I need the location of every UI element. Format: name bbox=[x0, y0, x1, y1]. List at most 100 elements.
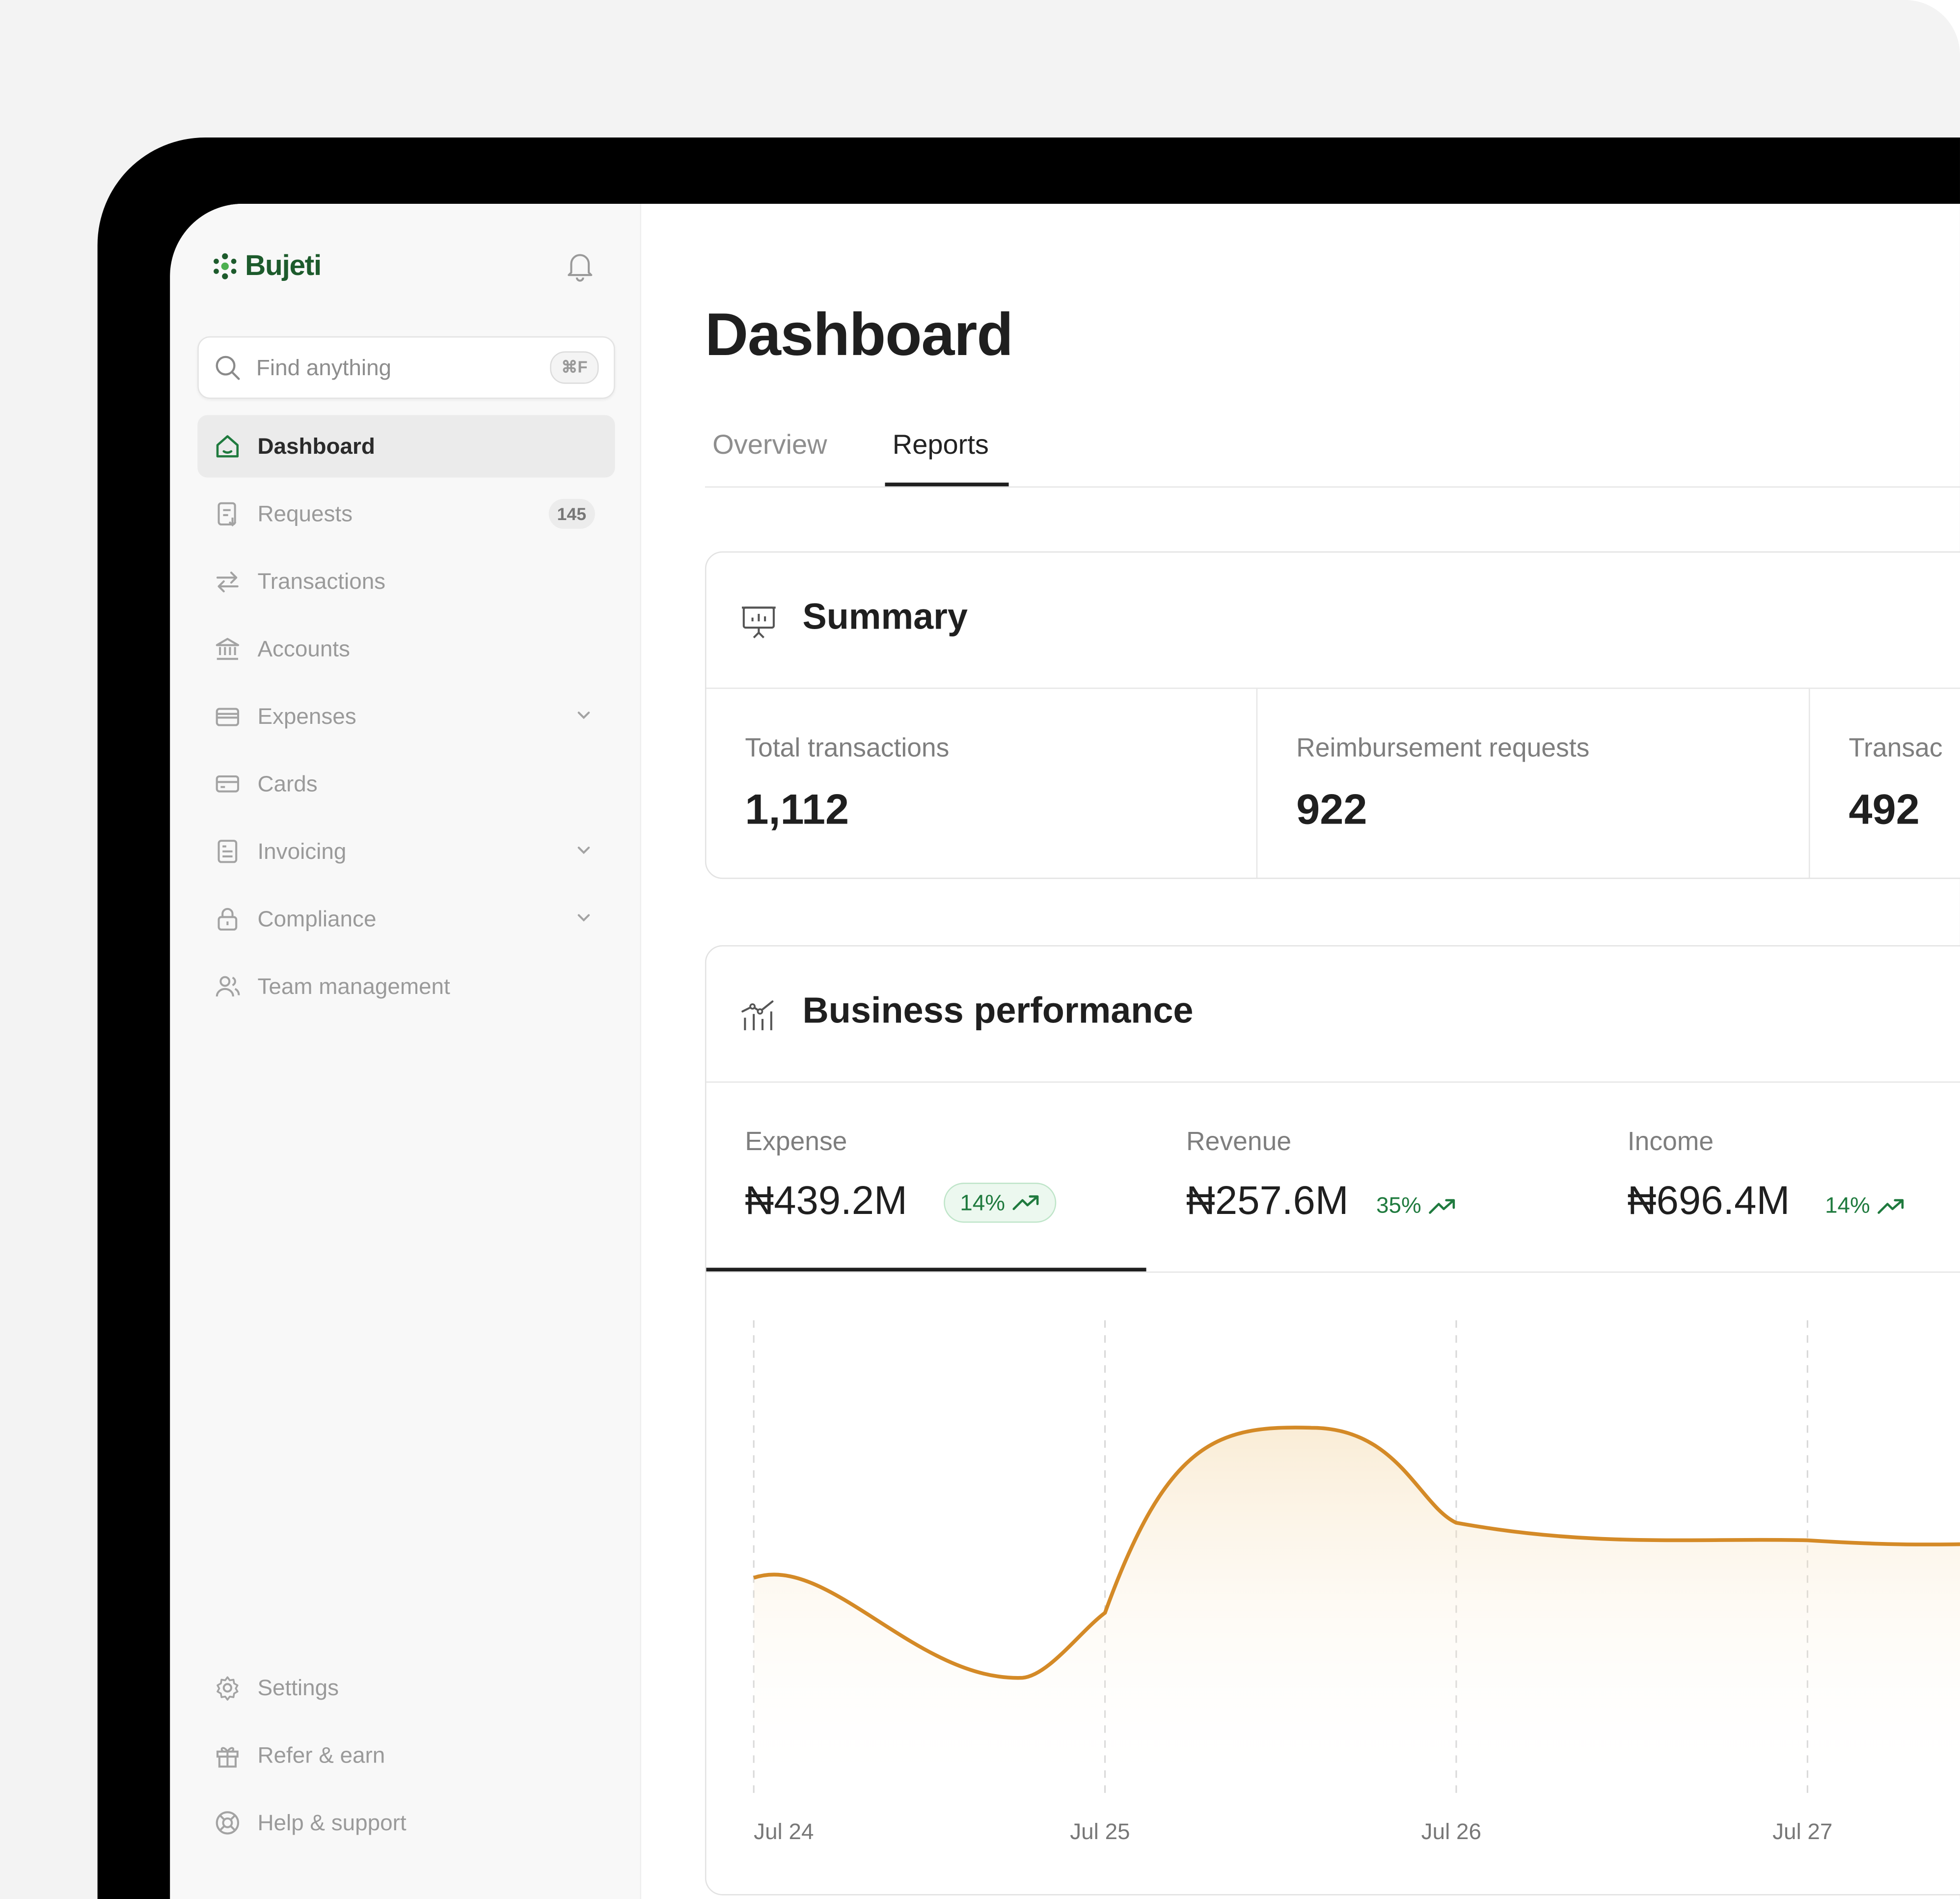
chart-x-tick-label: Jul 24 bbox=[754, 1819, 814, 1844]
performance-line-chart: Jul 24 Jul 25 Jul 26 Jul 27 bbox=[753, 1320, 1960, 1844]
tab-bar: Overview Reports bbox=[705, 416, 1960, 488]
trend-up-icon bbox=[1878, 1198, 1904, 1213]
tab-reports[interactable]: Reports bbox=[892, 429, 989, 460]
sidebar-item-label: Dashboard bbox=[257, 434, 375, 459]
metric-value: ₦257.6M bbox=[1186, 1178, 1349, 1223]
summary-card: Summary Total transactions 1,112 Reimbur… bbox=[705, 551, 1960, 879]
selected-metric-indicator bbox=[706, 1267, 1146, 1272]
metric-label: Expense bbox=[745, 1128, 847, 1156]
sidebar-item-refer-earn[interactable]: Refer & earn bbox=[197, 1724, 615, 1787]
sidebar-item-help-support[interactable]: Help & support bbox=[197, 1791, 615, 1854]
stat-label: Transac bbox=[1849, 734, 1943, 763]
change-value: 14% bbox=[1825, 1192, 1870, 1218]
change-value: 14% bbox=[960, 1189, 1005, 1215]
chart-x-tick-label: Jul 26 bbox=[1421, 1819, 1481, 1844]
summary-title: Summary bbox=[802, 597, 968, 638]
sidebar-item-dashboard[interactable]: Dashboard bbox=[197, 415, 615, 478]
sidebar-item-accounts[interactable]: Accounts bbox=[197, 618, 615, 680]
chevron-down-icon[interactable] bbox=[575, 909, 593, 927]
performance-title: Business performance bbox=[802, 991, 1194, 1032]
sidebar: Bujeti ⌘F Dashboard bbox=[170, 203, 642, 1899]
chevron-down-icon[interactable] bbox=[575, 841, 593, 859]
app-screen: Bujeti ⌘F Dashboard bbox=[170, 203, 1960, 1899]
sidebar-item-label: Transactions bbox=[257, 569, 386, 594]
change-value: 35% bbox=[1376, 1192, 1421, 1218]
search-icon bbox=[216, 356, 240, 380]
metric-expense[interactable]: Expense ₦439.2M 14% bbox=[706, 1083, 1146, 1272]
search-box: ⌘F bbox=[197, 336, 615, 399]
receipt-icon bbox=[218, 502, 237, 527]
sidebar-item-invoicing[interactable]: Invoicing bbox=[197, 820, 615, 882]
bujeti-logo-icon bbox=[214, 252, 237, 279]
brand-name: Bujeti bbox=[245, 248, 322, 281]
metric-label: Income bbox=[1627, 1128, 1714, 1156]
sidebar-item-label: Expenses bbox=[257, 704, 356, 729]
stat-label: Reimbursement requests bbox=[1296, 734, 1590, 763]
gear-icon bbox=[217, 1676, 239, 1701]
stat-value: 492 bbox=[1849, 786, 1920, 834]
metric-value: ₦439.2M bbox=[745, 1178, 907, 1223]
sidebar-item-label: Team management bbox=[257, 974, 450, 999]
presentation-chart-icon bbox=[741, 606, 776, 638]
search-input[interactable] bbox=[256, 352, 519, 383]
stat-label: Total transactions bbox=[745, 734, 950, 763]
sidebar-item-compliance[interactable]: Compliance bbox=[197, 888, 615, 950]
chart-x-tick-label: Jul 25 bbox=[1070, 1819, 1130, 1844]
stat-transactions-partial[interactable]: Transac 492 bbox=[1810, 689, 1960, 878]
sidebar-item-label: Cards bbox=[257, 771, 318, 797]
stat-total-transactions[interactable]: Total transactions 1,112 bbox=[706, 688, 1258, 878]
tab-overview[interactable]: Overview bbox=[712, 429, 827, 460]
wallet-icon bbox=[216, 708, 240, 726]
requests-count-badge: 145 bbox=[548, 498, 595, 529]
main-content: Dashboard Overview Reports bbox=[640, 204, 1960, 1899]
metric-change-badge: 14% bbox=[1825, 1193, 1905, 1219]
stat-value: 922 bbox=[1296, 786, 1367, 834]
sidebar-item-expenses[interactable]: Expenses bbox=[197, 685, 615, 747]
performance-card-header: Business performance bbox=[706, 946, 1960, 1083]
metric-value: ₦696.4M bbox=[1627, 1178, 1790, 1223]
home-icon bbox=[216, 435, 239, 458]
growth-chart-icon bbox=[741, 1000, 774, 1030]
trend-up-icon bbox=[1012, 1195, 1039, 1211]
summary-card-header: Summary bbox=[706, 552, 1960, 689]
sidebar-item-label: Requests bbox=[257, 501, 353, 526]
sidebar-item-team-management[interactable]: Team management bbox=[197, 955, 615, 1018]
stat-reimbursement-requests[interactable]: Reimbursement requests 922 bbox=[1257, 688, 1810, 878]
metric-revenue[interactable]: Revenue ₦257.6M 35% bbox=[1147, 1083, 1587, 1271]
lifebuoy-icon bbox=[216, 1811, 240, 1835]
page-title: Dashboard bbox=[705, 303, 1013, 369]
swap-arrows-icon bbox=[216, 571, 239, 593]
chart-x-tick-label: Jul 27 bbox=[1772, 1819, 1832, 1844]
users-icon bbox=[216, 976, 240, 997]
business-performance-card: Business performance Expense ₦439.2M 14%… bbox=[705, 945, 1960, 1896]
brand-logo[interactable]: Bujeti bbox=[210, 248, 322, 283]
notification-bell-icon[interactable] bbox=[565, 250, 595, 282]
sidebar-item-settings[interactable]: Settings bbox=[197, 1656, 615, 1719]
search-shortcut-badge: ⌘F bbox=[550, 351, 599, 384]
active-tab-indicator bbox=[885, 482, 1009, 487]
credit-card-icon bbox=[216, 775, 240, 793]
chart-series-line bbox=[753, 1426, 1960, 1680]
stat-value: 1,112 bbox=[745, 786, 849, 834]
bank-icon bbox=[216, 637, 240, 660]
metrics-divider bbox=[706, 1271, 1960, 1273]
metric-change-badge: 35% bbox=[1376, 1193, 1456, 1219]
lock-icon bbox=[218, 908, 238, 931]
sidebar-item-transactions[interactable]: Transactions bbox=[197, 550, 615, 612]
sidebar-item-cards[interactable]: Cards bbox=[197, 753, 615, 815]
sidebar-item-label: Refer & earn bbox=[257, 1742, 385, 1768]
gift-icon bbox=[216, 1747, 239, 1768]
trend-up-icon bbox=[1429, 1198, 1455, 1213]
sidebar-item-label: Settings bbox=[257, 1675, 339, 1701]
sidebar-item-requests[interactable]: Requests 145 bbox=[197, 483, 615, 545]
chart-area-fill bbox=[754, 1428, 1960, 1798]
invoice-icon bbox=[218, 840, 238, 863]
chevron-down-icon[interactable] bbox=[575, 706, 593, 724]
sidebar-item-label: Help & support bbox=[257, 1810, 407, 1836]
metric-label: Revenue bbox=[1186, 1128, 1292, 1156]
metric-income[interactable]: Income ₦696.4M 14% bbox=[1589, 1083, 1960, 1271]
sidebar-item-label: Compliance bbox=[257, 906, 377, 932]
sidebar-item-label: Invoicing bbox=[257, 839, 347, 864]
metric-change-badge: 14% bbox=[944, 1183, 1057, 1223]
